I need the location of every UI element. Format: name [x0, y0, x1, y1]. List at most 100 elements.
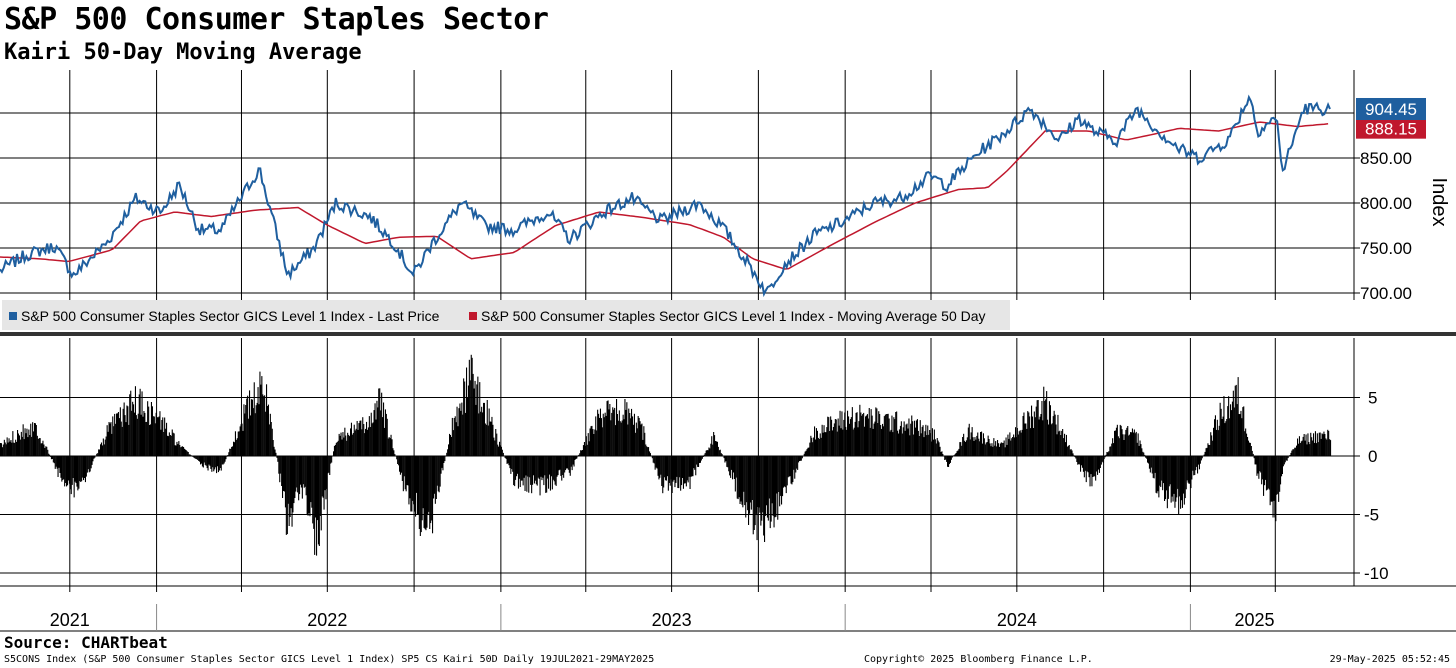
- kairi-bar: [175, 445, 177, 456]
- kairi-bar: [365, 428, 367, 456]
- kairi-bar: [848, 416, 850, 456]
- kairi-bar: [368, 416, 370, 456]
- kairi-bar: [692, 456, 694, 477]
- kairi-bar: [882, 426, 884, 456]
- last-price-tag: 904.45: [1356, 97, 1426, 120]
- kairi-bar: [1259, 456, 1261, 472]
- kairi-bar: [948, 456, 950, 467]
- kairi-bar: [1266, 456, 1268, 490]
- kairi-bar: [1278, 456, 1280, 502]
- kairi-bar: [52, 456, 54, 463]
- kairi-bar: [1203, 454, 1205, 456]
- kairi-bar: [844, 412, 846, 456]
- last-price-line: [0, 94, 1331, 298]
- kairi-bar: [817, 437, 819, 456]
- kairi-bar: [887, 413, 889, 456]
- kairi-bar: [372, 422, 374, 456]
- kairi-bar: [626, 402, 628, 456]
- kairi-bar: [870, 409, 872, 456]
- kairi-bar: [858, 421, 860, 456]
- kairi-bar: [551, 456, 553, 490]
- kairi-bar: [579, 453, 581, 456]
- kairi-bar: [1045, 399, 1047, 456]
- kairi-bar: [582, 450, 584, 456]
- kairi-bar: [432, 456, 434, 534]
- kairi-bar: [234, 431, 236, 456]
- kairi-bar: [665, 456, 667, 481]
- kairi-bar: [1121, 429, 1123, 456]
- kairi-bar: [808, 447, 810, 456]
- kairi-bar: [479, 382, 481, 456]
- kairi-bar: [1015, 437, 1017, 456]
- kairi-bar: [726, 456, 728, 467]
- kairi-bar: [846, 429, 848, 456]
- kairi-bar: [679, 456, 681, 478]
- kairi-bar: [690, 456, 692, 477]
- kairi-bar: [860, 412, 862, 456]
- kairi-bar: [766, 456, 768, 518]
- kairi-bar: [561, 456, 563, 481]
- kairi-bar: [498, 446, 500, 456]
- kairi-bar: [701, 456, 703, 459]
- kairi-bar: [983, 438, 985, 456]
- kairi-bar: [1286, 456, 1288, 461]
- kairi-bar: [487, 425, 489, 456]
- kairi-bar: [66, 456, 68, 487]
- kairi-bar: [448, 444, 450, 456]
- kairi-bar: [1264, 456, 1266, 486]
- kairi-bar: [1147, 456, 1149, 463]
- kairi-bar: [566, 456, 568, 469]
- kairi-bar: [1071, 450, 1073, 456]
- kairi-bar: [104, 439, 106, 456]
- x-tick-label: 2023: [652, 610, 692, 630]
- kairi-bar: [293, 456, 295, 504]
- kairi-bar: [707, 450, 709, 456]
- kairi-bar: [684, 456, 686, 484]
- kairi-bar: [108, 422, 110, 456]
- kairi-bar: [811, 437, 813, 456]
- kairi-bar: [906, 423, 908, 456]
- kairi-bar: [242, 430, 244, 456]
- kairi-bar: [468, 359, 470, 456]
- kairi-bar: [947, 456, 949, 467]
- kairi-bar: [257, 387, 259, 456]
- kairi-bar: [1143, 452, 1145, 456]
- kairi-bar: [464, 381, 466, 456]
- kairi-bar: [814, 426, 816, 456]
- kairi-bar: [307, 456, 309, 516]
- kairi-bar: [980, 432, 982, 456]
- kairi-bar: [208, 456, 210, 465]
- kairi-bar: [875, 407, 877, 456]
- kairi-bar: [789, 456, 791, 477]
- kairi-bar: [32, 422, 34, 456]
- kairi-bar: [1024, 423, 1026, 456]
- kairi-bar: [320, 456, 322, 531]
- kairi-bar: [913, 434, 915, 456]
- kairi-bar: [770, 456, 772, 522]
- kairi-bar: [761, 456, 763, 521]
- kairi-bar: [1257, 456, 1259, 474]
- kairi-bar: [1198, 456, 1200, 470]
- kairi-bar: [1206, 447, 1208, 456]
- kairi-bar: [364, 433, 366, 456]
- kairi-bar: [133, 404, 135, 456]
- kairi-bar: [1031, 405, 1033, 456]
- kairi-bar: [433, 456, 435, 494]
- kairi-bar: [816, 430, 818, 456]
- kairi-bar: [235, 439, 237, 456]
- kairi-bar: [1122, 434, 1124, 456]
- kairi-bar: [1218, 425, 1220, 456]
- kairi-bar: [499, 445, 501, 456]
- kairi-bar: [437, 456, 439, 492]
- kairi-bar: [699, 456, 701, 463]
- kairi-bar: [262, 394, 264, 456]
- kairi-bar: [183, 447, 185, 456]
- kairi-bar: [268, 424, 270, 456]
- kairi-bar: [145, 422, 147, 456]
- kairi-bar: [730, 456, 732, 478]
- kairi-bar: [480, 411, 482, 456]
- kairi-bar: [720, 453, 722, 456]
- kairi-bar: [1155, 456, 1157, 493]
- kairi-bar: [559, 456, 561, 470]
- kairi-bar: [595, 416, 597, 456]
